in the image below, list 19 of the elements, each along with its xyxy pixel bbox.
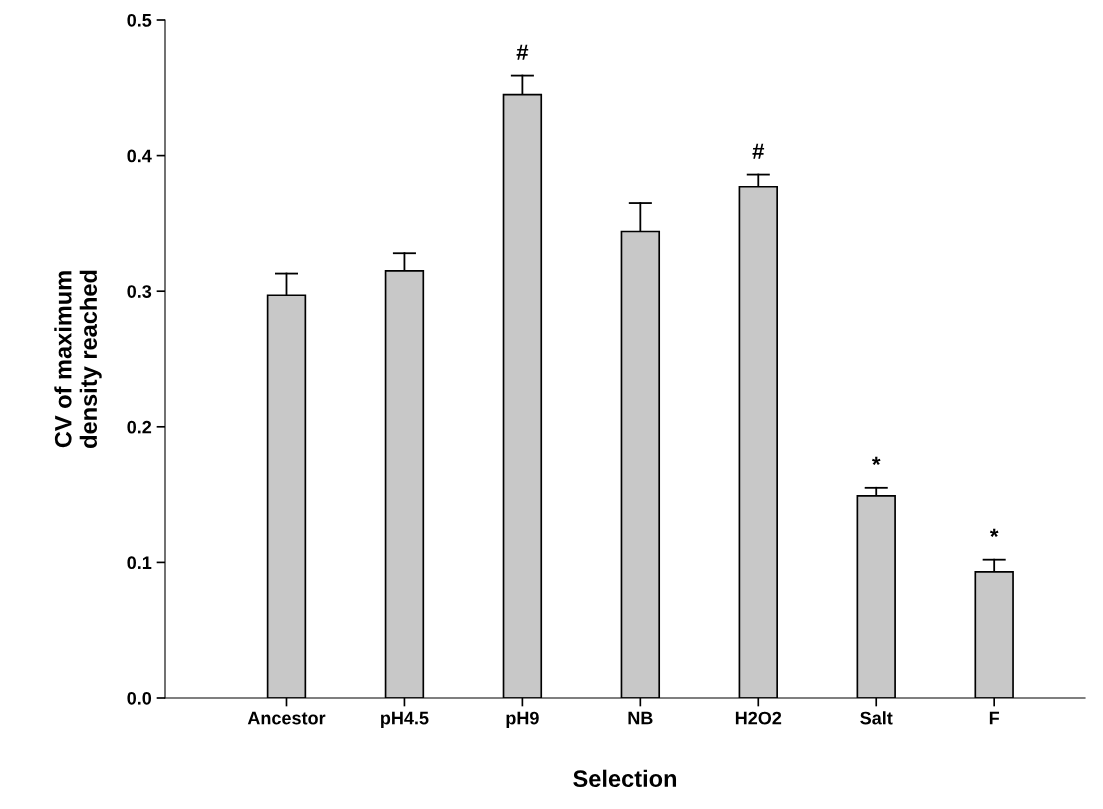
x-tick-label: F bbox=[989, 711, 1000, 725]
x-tick-label: NB bbox=[628, 711, 653, 725]
x-tick-label: pH4.5 bbox=[381, 711, 429, 729]
y-tick-label: 0.1 bbox=[127, 556, 152, 570]
annotation: * bbox=[871, 456, 881, 466]
y-tick-label: 0.2 bbox=[127, 420, 152, 434]
y-axis-title: CV of maximum density reached bbox=[54, 270, 102, 448]
y-tick-label: 0.4 bbox=[127, 149, 152, 163]
annotation: # bbox=[516, 44, 529, 60]
y-tick-label: 0.0 bbox=[127, 691, 152, 705]
x-tick-label: Salt bbox=[860, 711, 893, 725]
annotation: * bbox=[989, 528, 999, 537]
y-tick-label: 0.5 bbox=[127, 13, 152, 27]
x-axis-title: Selection bbox=[573, 769, 677, 788]
x-tick-label: Ancestor bbox=[247, 711, 326, 725]
annotation: # bbox=[752, 143, 765, 159]
y-tick-label: 0.3 bbox=[127, 285, 152, 298]
x-tick-label: pH9 bbox=[506, 711, 539, 729]
x-tick-label: H2O2 bbox=[735, 711, 782, 725]
